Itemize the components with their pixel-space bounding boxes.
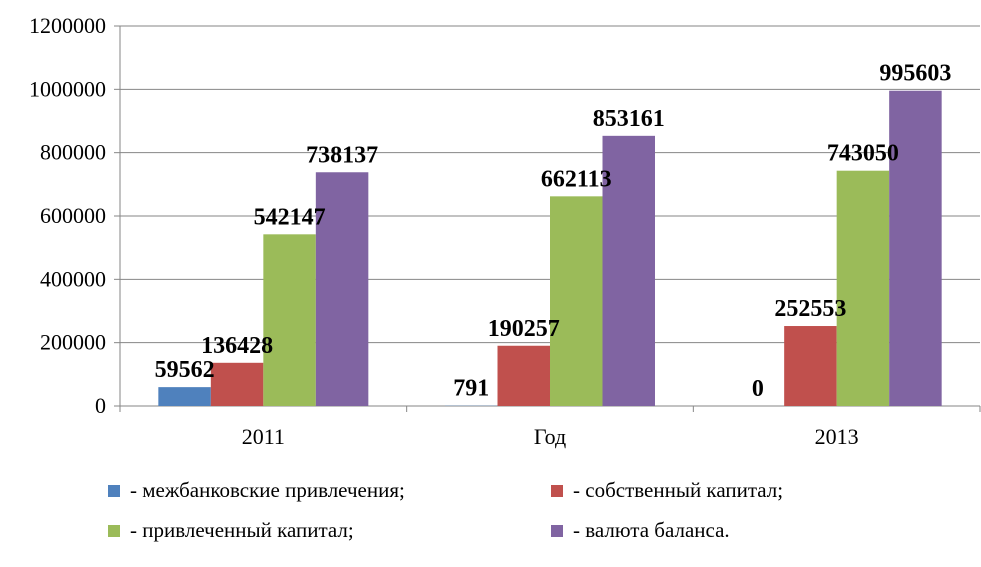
legend-item-interbank: - межбанковские привлечения; xyxy=(108,478,405,503)
bar xyxy=(263,234,316,406)
y-tick-label: 400000 xyxy=(40,266,106,291)
x-tick-label: Год xyxy=(534,424,566,449)
legend-item-balance: - валюта баланса. xyxy=(551,518,730,543)
y-tick-label: 1000000 xyxy=(29,76,106,101)
bar xyxy=(315,172,369,406)
x-axis: 2011 Год 2013 xyxy=(119,405,981,449)
bar xyxy=(836,170,890,406)
data-label: 738137 xyxy=(306,142,378,168)
bar xyxy=(889,90,942,407)
data-label: 252553 xyxy=(774,296,846,322)
x-tick-label: 2011 xyxy=(242,424,285,449)
data-label: 791 xyxy=(453,376,489,402)
x-tick-label: 2013 xyxy=(815,424,859,449)
y-tick-label: 200000 xyxy=(40,330,106,355)
bar xyxy=(497,345,550,406)
data-label: 136428 xyxy=(201,333,273,359)
legend-swatch xyxy=(108,484,120,497)
data-label: 853161 xyxy=(593,106,665,132)
data-label: 59562 xyxy=(155,357,215,383)
legend-swatch xyxy=(551,484,563,497)
bar xyxy=(550,196,603,406)
bars xyxy=(158,90,942,407)
legend: - межбанковские привлечения; - собственн… xyxy=(0,470,981,560)
data-label: 662113 xyxy=(541,166,612,192)
data-label: 542147 xyxy=(254,204,326,230)
bar xyxy=(602,135,655,407)
data-label: 743050 xyxy=(827,141,899,167)
legend-item-attracted-capital: - привлеченный капитал; xyxy=(108,518,354,543)
y-tick-label: 600000 xyxy=(40,203,106,228)
bar xyxy=(210,362,264,406)
data-label: 995603 xyxy=(879,61,951,87)
legend-label: - межбанковские привлечения; xyxy=(130,478,405,502)
legend-item-own-capital: - собственный капитал; xyxy=(551,478,783,503)
data-label: 190257 xyxy=(488,316,560,342)
legend-label: - привлеченный капитал; xyxy=(130,518,354,542)
legend-swatch xyxy=(551,524,563,537)
bar xyxy=(784,326,837,406)
legend-label: - валюта баланса. xyxy=(573,518,730,542)
y-tick-label: 0 xyxy=(95,393,106,418)
bar xyxy=(158,387,211,406)
y-axis: 0 200000 400000 600000 800000 1000000 1200000 xyxy=(29,13,121,418)
legend-label: - собственный капитал; xyxy=(573,478,784,502)
data-label: 0 xyxy=(752,376,764,402)
y-tick-label: 1200000 xyxy=(29,13,106,38)
bar-chart: 020000040000060000080000010000001200000 … xyxy=(29,13,981,449)
legend-swatch xyxy=(108,524,120,537)
y-tick-label: 800000 xyxy=(40,140,106,165)
